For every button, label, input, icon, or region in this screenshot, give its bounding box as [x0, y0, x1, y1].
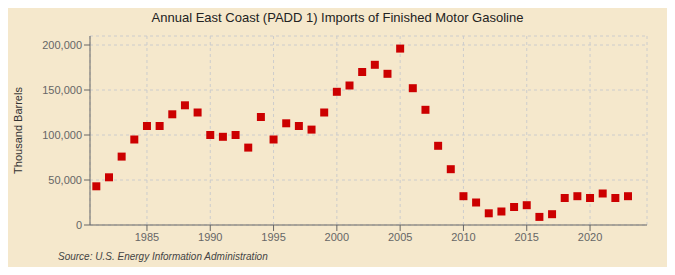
svg-text:Thousand Barrels: Thousand Barrels	[12, 87, 24, 174]
svg-text:1990: 1990	[198, 231, 222, 243]
svg-text:0: 0	[76, 219, 82, 231]
svg-text:50,000: 50,000	[48, 174, 82, 186]
svg-text:2020: 2020	[578, 231, 602, 243]
svg-text:2000: 2000	[325, 231, 349, 243]
svg-text:2015: 2015	[514, 231, 538, 243]
html-text:Annual East Coast (PADD 1) Imp: Annual East Coast (PADD 1) Imports of Fi…	[151, 10, 524, 25]
svg-text:200,000: 200,000	[42, 39, 82, 51]
svg-text:1995: 1995	[261, 231, 285, 243]
html-text:Source: U.S. Energy Informatio: Source: U.S. Energy Information Administ…	[58, 251, 268, 262]
svg-text:100,000: 100,000	[42, 129, 82, 141]
svg-text:150,000: 150,000	[42, 84, 82, 96]
svg-text:2005: 2005	[388, 231, 412, 243]
svg-text:1985: 1985	[135, 231, 159, 243]
svg-text:2010: 2010	[451, 231, 475, 243]
